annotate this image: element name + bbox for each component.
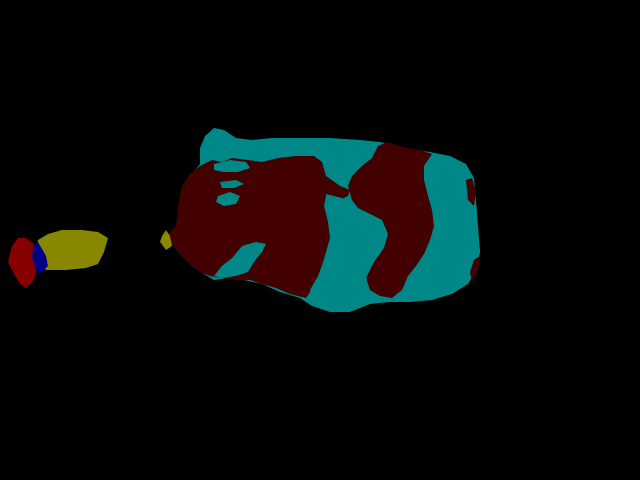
navy-region-small-object (32, 242, 48, 274)
teal-region-channel (310, 194, 386, 308)
maroon-region-left (168, 156, 350, 298)
teal-hole-left-middle (216, 192, 240, 206)
teal-hole-lower-left (214, 242, 266, 278)
maroon-region-right (348, 142, 434, 298)
teal-hole-left-strip (220, 180, 244, 188)
olive-sliver (160, 230, 172, 250)
olive-region-small-object (36, 230, 108, 270)
maroon-sliver-right-bottom (470, 256, 480, 282)
red-region-small-object (8, 238, 36, 288)
teal-region-right (402, 156, 480, 302)
teal-hole-upper-left (214, 160, 250, 172)
maroon-sliver-right-top (466, 178, 476, 206)
